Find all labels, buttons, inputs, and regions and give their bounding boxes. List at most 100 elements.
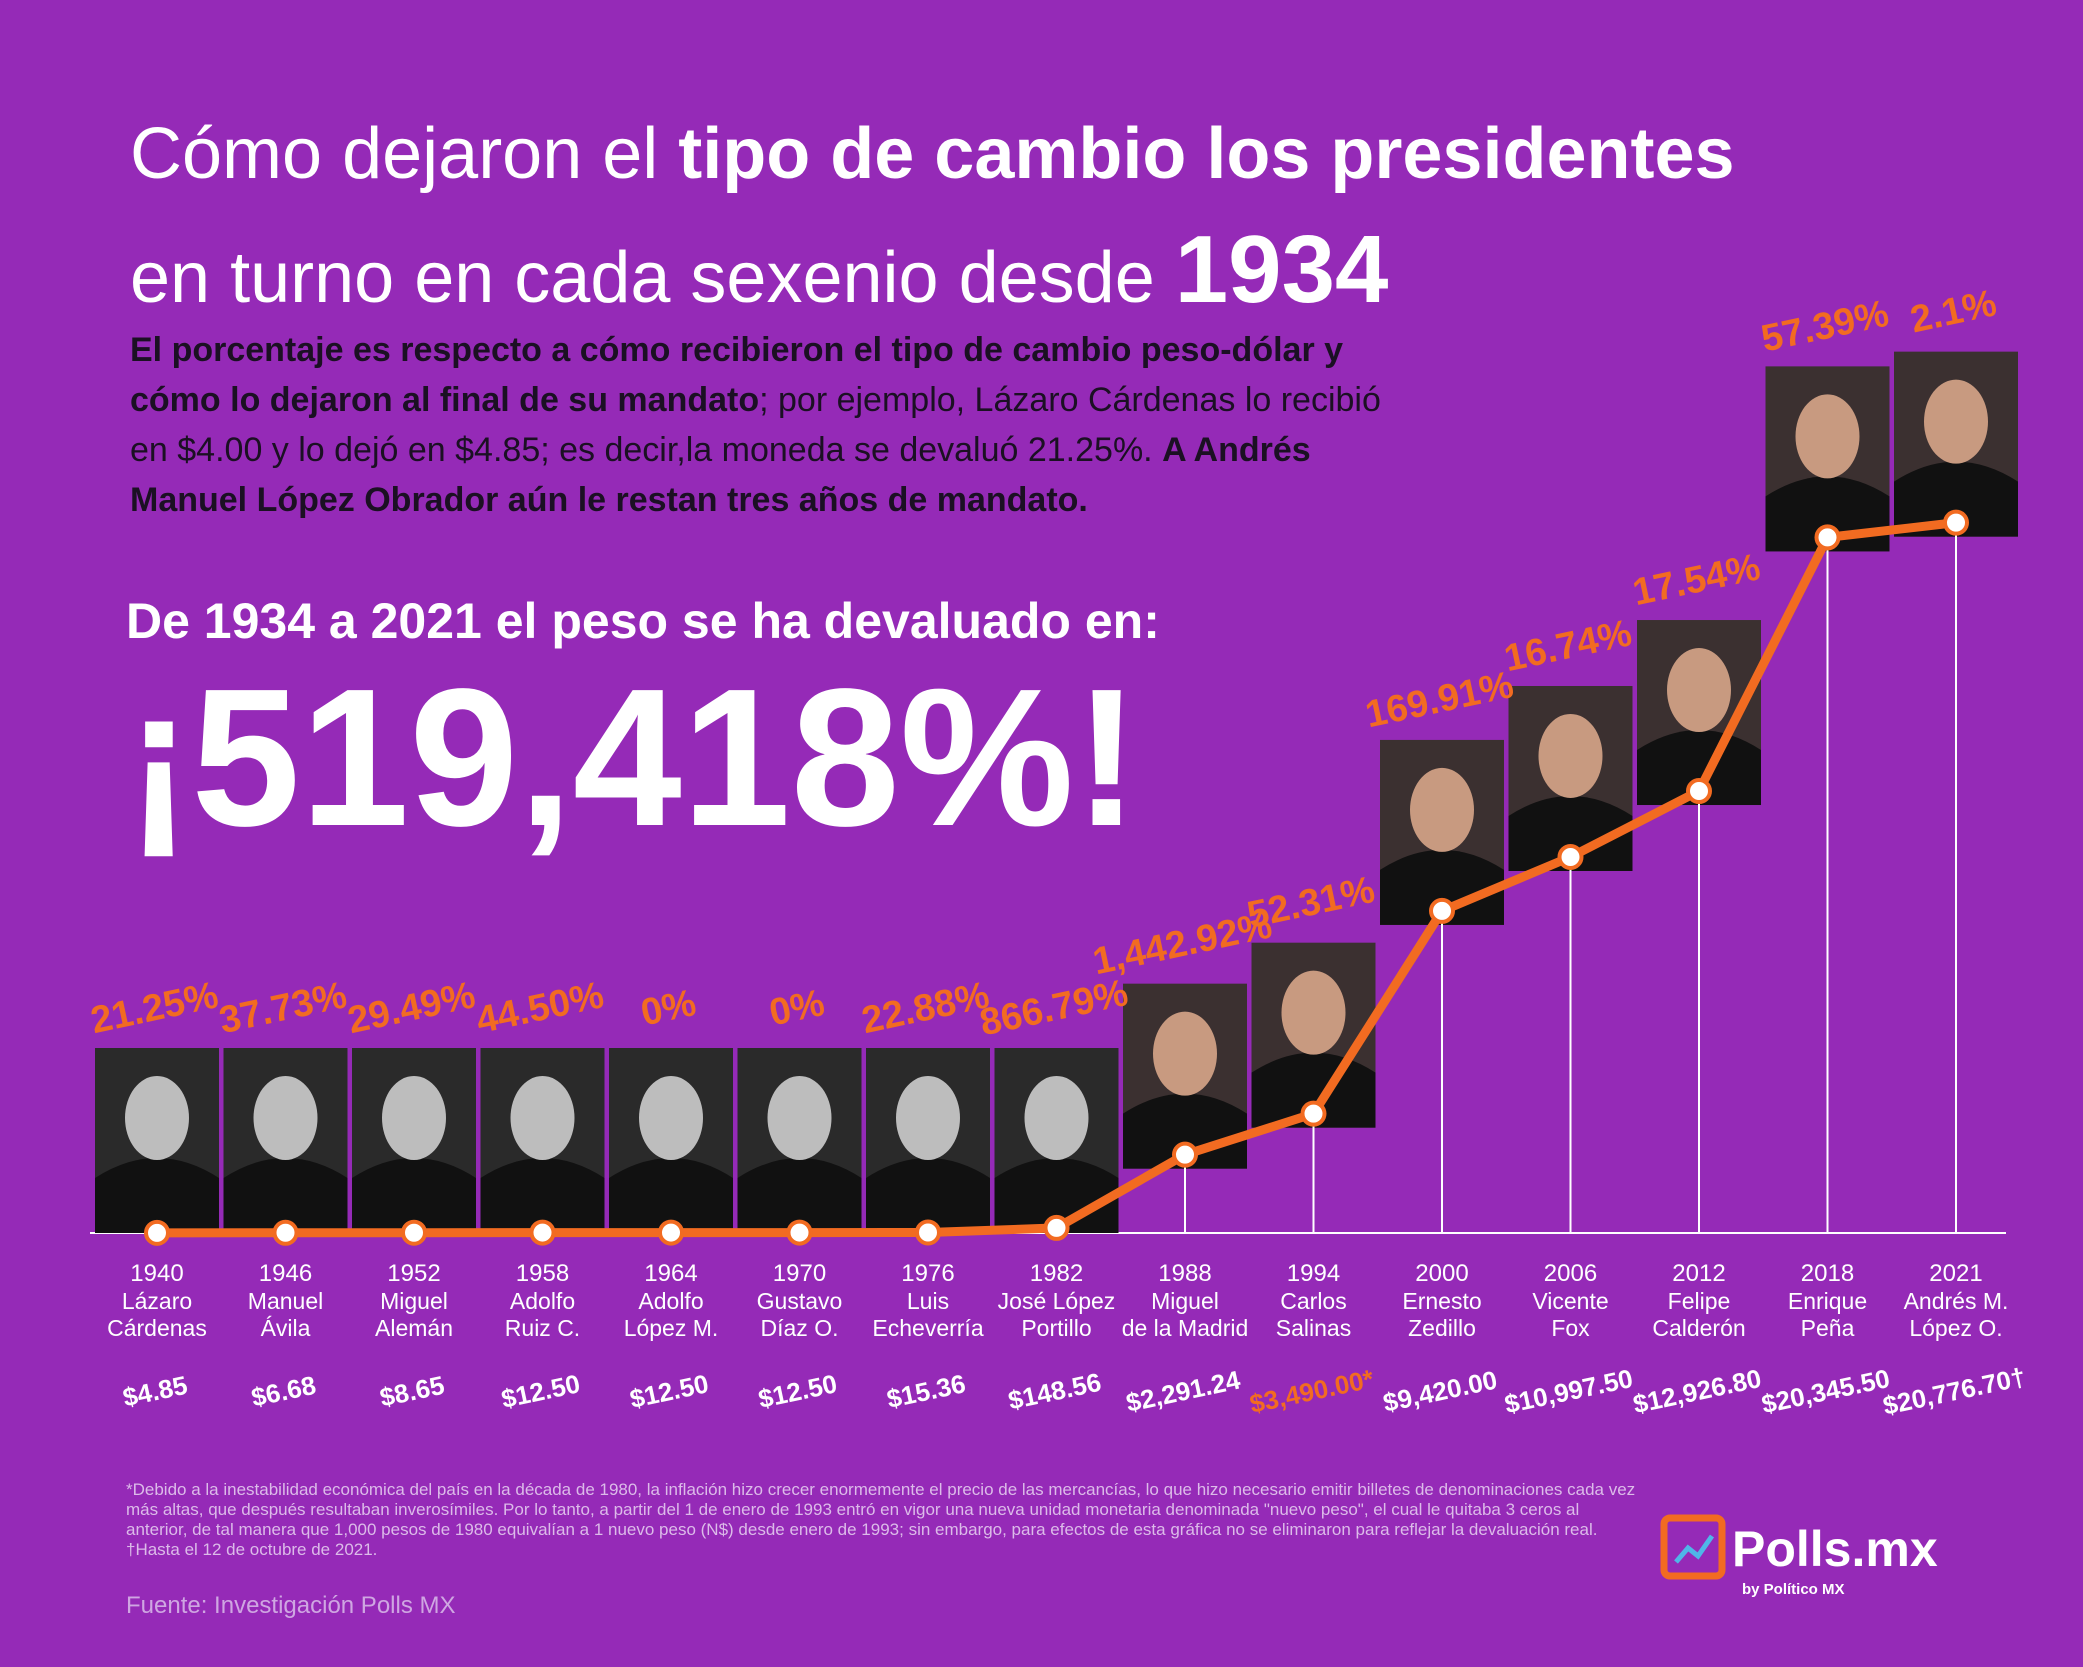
subheadline: De 1934 a 2021 el peso se ha devaluado e… bbox=[126, 593, 1160, 649]
president-name: Miguel bbox=[1151, 1288, 1219, 1314]
x-tick-label: 1970 bbox=[773, 1260, 826, 1287]
logo: Polls.mx by Político MX bbox=[1660, 1514, 1938, 1598]
photo-body bbox=[866, 1158, 990, 1233]
president-photo bbox=[1765, 366, 1890, 552]
president-name: Salinas bbox=[1276, 1315, 1351, 1341]
photo-body bbox=[737, 1158, 862, 1233]
point bbox=[915, 1219, 941, 1246]
photo-head bbox=[767, 1076, 832, 1160]
president-name: Calderón bbox=[1652, 1315, 1745, 1341]
point bbox=[144, 1219, 170, 1246]
x-tick-label: 1952 bbox=[387, 1260, 440, 1287]
president-photo bbox=[1380, 739, 1504, 925]
text-segment: 1934 bbox=[1174, 216, 1389, 323]
devaluation-label: 29.49% bbox=[344, 974, 479, 1042]
president-name: Portillo bbox=[1021, 1315, 1091, 1341]
value-label: $12.50 bbox=[499, 1368, 583, 1414]
president-photo bbox=[352, 1048, 476, 1233]
president-name: de la Madrid bbox=[1122, 1315, 1249, 1341]
devaluation-label: 22.88% bbox=[858, 974, 993, 1042]
photo-head bbox=[1924, 379, 1988, 464]
devaluation-label: 52.31% bbox=[1244, 869, 1379, 937]
devaluation-label: 0% bbox=[637, 982, 699, 1035]
photo-body bbox=[1123, 1093, 1247, 1169]
photo-head bbox=[1667, 648, 1731, 733]
point bbox=[529, 1219, 556, 1246]
photo-head bbox=[253, 1076, 318, 1160]
president-photo bbox=[994, 1048, 1119, 1233]
photo-head bbox=[896, 1076, 960, 1160]
source: Fuente: Investigación Polls MX bbox=[126, 1592, 456, 1619]
value-label: $12.50 bbox=[627, 1368, 711, 1414]
president-name: Peña bbox=[1801, 1315, 1855, 1341]
photo-body bbox=[1508, 795, 1633, 871]
president-photo bbox=[1637, 620, 1761, 806]
photo-body bbox=[352, 1158, 476, 1233]
value-label: $20,776.70† bbox=[1880, 1361, 2028, 1420]
photo-head bbox=[1538, 713, 1603, 798]
president-name: Ruiz C. bbox=[505, 1315, 580, 1341]
devaluation-label: 169.91% bbox=[1362, 664, 1517, 736]
president-photo bbox=[223, 1048, 348, 1233]
text-segment: El porcentaje es respecto a cómo recibie… bbox=[130, 331, 1353, 419]
footnote: *Debido a la inestabilidad económica del… bbox=[126, 1480, 1636, 1559]
x-tick-label: 2012 bbox=[1672, 1260, 1725, 1287]
photo-head bbox=[1410, 767, 1474, 852]
president-name: Adolfo bbox=[510, 1288, 575, 1314]
title: Cómo dejaron el tipo de cambio los presi… bbox=[130, 118, 1735, 190]
x-tick-label: 2000 bbox=[1415, 1260, 1468, 1287]
text-segment: A Andrés Manuel López Obrador aún le res… bbox=[130, 431, 1321, 519]
point bbox=[786, 1219, 813, 1246]
x-tick-label: 1994 bbox=[1287, 1260, 1340, 1287]
point bbox=[1043, 1214, 1070, 1241]
x-tick-label: 1946 bbox=[259, 1260, 312, 1287]
devaluation-label: 16.74% bbox=[1501, 612, 1636, 680]
x-tick-label: 1976 bbox=[901, 1260, 954, 1287]
text-segment: tipo de cambio los presidentes bbox=[678, 114, 1735, 194]
value-label: $3,490.00* bbox=[1247, 1363, 1377, 1419]
photo-head bbox=[1795, 394, 1860, 479]
logo-sub: by Político MX bbox=[1742, 1581, 1845, 1598]
president-photo bbox=[1508, 685, 1633, 871]
point bbox=[658, 1219, 684, 1246]
president-name: Alemán bbox=[375, 1315, 453, 1341]
president-name: Díaz O. bbox=[761, 1315, 839, 1341]
x-tick-label: 1940 bbox=[130, 1260, 183, 1287]
president-name: Lázaro bbox=[122, 1288, 192, 1314]
point bbox=[1172, 1141, 1198, 1168]
value-label: $12,926.80 bbox=[1630, 1363, 1764, 1419]
president-name: Echeverría bbox=[872, 1315, 983, 1341]
title: en turno en cada sexenio desde 1934 bbox=[130, 222, 1388, 318]
photo-head bbox=[1281, 970, 1346, 1055]
point bbox=[401, 1219, 427, 1246]
value-label: $10,997.50 bbox=[1502, 1363, 1636, 1419]
president-name: Fox bbox=[1551, 1315, 1590, 1341]
president-name: López M. bbox=[624, 1315, 719, 1341]
value-label: $9,420.00 bbox=[1380, 1364, 1499, 1417]
president-name: Enrique bbox=[1788, 1288, 1867, 1314]
devaluation-label: 57.39% bbox=[1758, 293, 1893, 361]
devaluation-label: 0% bbox=[766, 982, 828, 1035]
president-photo bbox=[1251, 942, 1376, 1128]
photo-body bbox=[1380, 849, 1504, 925]
president-name: Luis bbox=[907, 1288, 949, 1314]
point bbox=[1686, 778, 1712, 805]
x-tick-label: 2021 bbox=[1929, 1260, 1982, 1287]
point bbox=[1814, 524, 1841, 551]
president-name: Carlos bbox=[1280, 1288, 1346, 1314]
president-photo bbox=[1894, 351, 2018, 537]
president-name: Cárdenas bbox=[107, 1315, 207, 1341]
photo-head bbox=[639, 1076, 703, 1160]
value-label: $12.50 bbox=[756, 1368, 840, 1414]
president-name: Gustavo bbox=[757, 1288, 843, 1314]
devaluation-label: 21.25% bbox=[87, 974, 222, 1042]
text-segment: Cómo dejaron el bbox=[130, 114, 679, 194]
photo-head bbox=[125, 1076, 189, 1160]
president-name: Felipe bbox=[1668, 1288, 1731, 1314]
president-photo bbox=[480, 1048, 605, 1233]
value-label: $2,291.24 bbox=[1123, 1364, 1243, 1418]
point bbox=[1429, 897, 1455, 924]
photo-body bbox=[1894, 461, 2018, 537]
photo-head bbox=[510, 1076, 575, 1160]
president-photo bbox=[95, 1048, 219, 1233]
